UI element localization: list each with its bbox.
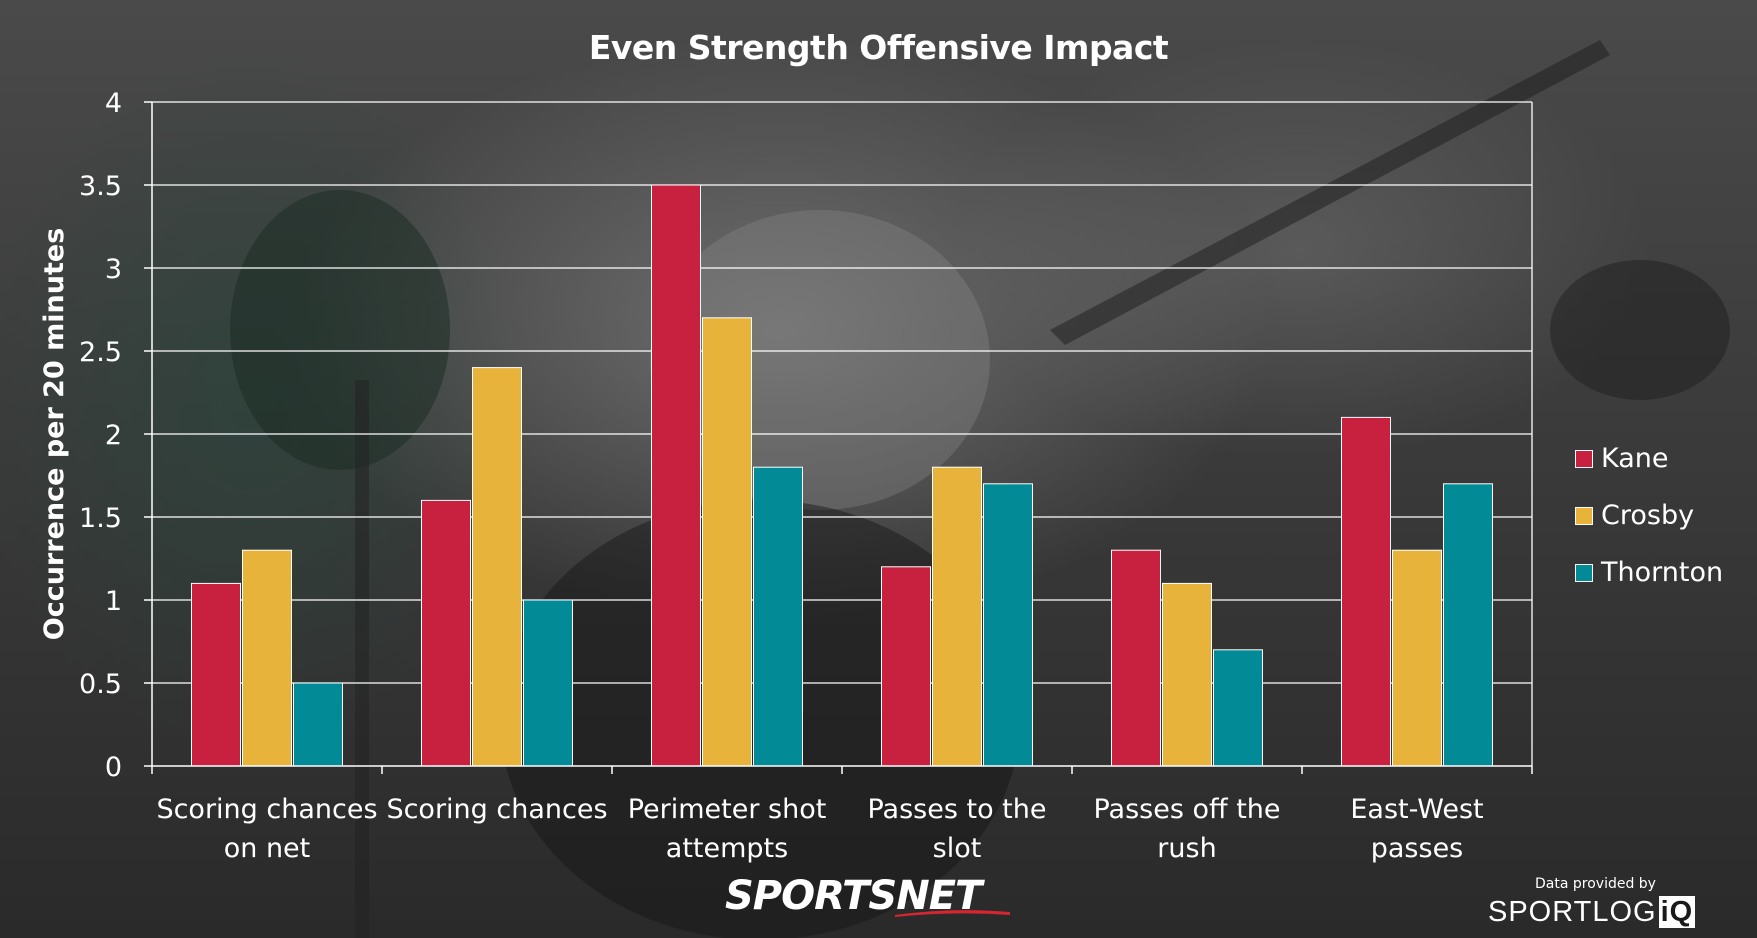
legend-swatch	[1575, 506, 1593, 525]
y-tick-label: 2	[105, 420, 122, 451]
y-tick-label: 3.5	[79, 171, 122, 202]
bar-thornton	[1213, 649, 1263, 767]
x-category-label: passes	[1371, 833, 1464, 864]
gridlines	[152, 101, 1533, 766]
sportlogiq-iq: iQ	[1658, 896, 1696, 928]
bar-kane	[191, 582, 241, 767]
legend-label: Crosby	[1601, 500, 1695, 531]
bar-thornton	[983, 483, 1033, 767]
legend-item-kane: Kane	[1575, 430, 1723, 487]
bar-crosby	[932, 466, 982, 767]
bar-crosby	[702, 317, 752, 767]
x-category-label: Passes to the	[867, 794, 1046, 825]
x-category-label: Passes off the	[1093, 794, 1280, 825]
y-tick-label: 0.5	[79, 669, 122, 700]
bar-thornton	[753, 466, 803, 767]
legend-item-thornton: Thornton	[1575, 544, 1723, 601]
bar-kane	[1111, 549, 1161, 767]
sportlogiq-logo: SPORTLOG iQ	[1488, 896, 1696, 929]
x-category-label: on net	[224, 833, 311, 864]
bar-crosby	[242, 549, 292, 767]
x-category-label: Perimeter shot	[628, 794, 827, 825]
y-tick-label: 1	[105, 586, 122, 617]
bar-crosby	[1392, 549, 1442, 767]
axes: 0 0.5 1 1.5 2 2.5 3 3.5 4 Occurrence per 20 minut…	[39, 88, 1533, 864]
y-tick-label: 1.5	[79, 503, 122, 534]
x-category-label: slot	[933, 833, 982, 864]
legend-label: Kane	[1601, 443, 1669, 474]
bar-thornton	[1443, 483, 1493, 767]
y-tick-label: 3	[105, 254, 122, 285]
legend-label: Thornton	[1601, 557, 1724, 588]
bar-kane	[421, 499, 471, 767]
y-axis-label: Occurrence per 20 minutes	[39, 228, 70, 641]
x-category-label: rush	[1157, 833, 1216, 864]
y-tick-label: 0	[105, 752, 122, 783]
chart-title: Even Strength Offensive Impact	[588, 28, 1169, 67]
y-tick-label: 2.5	[79, 337, 122, 368]
sportlogiq-text: SPORTLOG	[1488, 896, 1657, 928]
bar-kane	[1341, 416, 1391, 767]
bar-kane	[651, 184, 701, 767]
bar-crosby	[472, 367, 522, 767]
data-credit: Data provided by	[1535, 876, 1656, 892]
bar-thornton	[293, 682, 343, 767]
bars	[191, 184, 1493, 767]
sportsnet-swoosh-icon	[895, 910, 1010, 917]
bar-kane	[881, 566, 931, 767]
x-category-label: Scoring chances	[156, 794, 377, 825]
y-tick-label: 4	[105, 88, 122, 119]
legend-item-crosby: Crosby	[1575, 487, 1723, 544]
x-category-label: East-West	[1350, 794, 1483, 825]
legend-swatch	[1575, 449, 1593, 468]
x-category-label: attempts	[666, 833, 788, 864]
bar-thornton	[523, 599, 573, 767]
legend-swatch	[1575, 563, 1593, 582]
bar-crosby	[1162, 582, 1212, 767]
legend: Kane Crosby Thornton	[1575, 430, 1723, 601]
x-category-label: Scoring chances	[386, 794, 607, 825]
